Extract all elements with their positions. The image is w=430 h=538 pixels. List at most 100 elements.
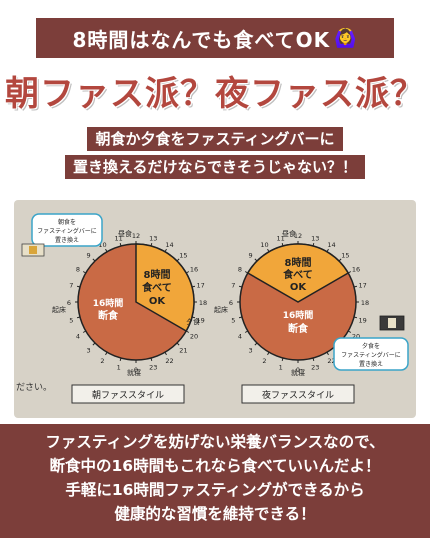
clock-number: 8	[76, 266, 80, 274]
right-bar-label-icon	[388, 318, 396, 328]
clock-tick	[191, 316, 196, 319]
clock-number: 23	[149, 364, 157, 372]
clock-number: 15	[341, 252, 349, 260]
bottom-line-3: 手軽に16時間ファスティングができるから	[65, 481, 365, 499]
clock-number: 21	[179, 346, 187, 354]
clock-number: 6	[229, 299, 233, 307]
clock-tick	[82, 271, 87, 274]
clock-number: 9	[249, 252, 253, 260]
clock-number: 23	[311, 364, 319, 372]
bottom-message: ファスティングを妨げない栄養バランスなので、 断食中の16時間もこれなら食べてい…	[0, 424, 430, 538]
clock-number: 6	[67, 299, 71, 307]
left-eat-label-1: 8時間	[144, 268, 171, 281]
clock-number: 17	[197, 282, 205, 290]
left-callout-2: ファスティングバーに	[37, 227, 97, 235]
clock-tick	[164, 351, 167, 356]
clock-number: 15	[179, 252, 187, 260]
left-clock-eat-area	[135, 243, 195, 333]
clock-number: 12	[132, 232, 140, 240]
clock-number: 16	[190, 266, 198, 274]
clock-tick	[254, 342, 258, 346]
clock-tick	[76, 316, 81, 319]
clock-tick	[92, 342, 96, 346]
right-eat-label-3: OK	[290, 282, 308, 293]
clock-number: 1	[279, 364, 283, 372]
right-callout-1: 夕食を	[362, 342, 380, 350]
right-wake-label: 起床	[214, 305, 228, 314]
right-callout-2: ファスティングバーに	[341, 351, 401, 359]
clock-number: 4	[76, 333, 80, 341]
clock-number: 2	[262, 357, 266, 365]
clock-tick	[353, 316, 358, 319]
clock-tick	[267, 248, 270, 253]
clock-number: 13	[311, 234, 319, 242]
right-footer-label: 夜ファススタイル	[262, 389, 334, 401]
clock-number: 3	[87, 346, 91, 354]
clock-number: 20	[352, 333, 360, 341]
clock-tick	[267, 351, 270, 356]
clock-tick	[185, 330, 190, 333]
subtitle-line-1: 朝食か夕食をファスティングバーに	[0, 126, 430, 152]
bottom-line-2: 断食中の16時間もこれなら食べていいんだよ！	[49, 457, 381, 475]
clock-tick	[105, 248, 108, 253]
clock-tick	[82, 330, 87, 333]
clock-number: 14	[165, 241, 173, 249]
right-fast-label-1: 16時間	[283, 309, 314, 321]
clock-number: 0	[134, 366, 138, 374]
left-callout-1: 朝食を	[58, 218, 76, 226]
left-bar-label-icon	[29, 246, 37, 254]
clock-tick	[76, 285, 81, 288]
clock-number: 20	[190, 333, 198, 341]
bottom-line-1: ファスティングを妨げない栄養バランスなので、	[45, 433, 385, 451]
clock-tick	[326, 248, 329, 253]
clock-number: 9	[87, 252, 91, 260]
clock-tick	[92, 258, 96, 262]
banner-text: 8時間はなんでも食べてOK	[72, 27, 331, 52]
clock-tick	[353, 285, 358, 288]
left-eat-label-2: 食べて	[141, 281, 172, 294]
clock-number: 5	[69, 316, 73, 324]
subtitle-line-2: 置き換えるだけならできそうじゃない？！	[0, 154, 430, 180]
clock-number: 2	[100, 357, 104, 365]
clock-tick	[150, 357, 153, 362]
clock-number: 17	[359, 282, 367, 290]
clock-tick	[176, 258, 180, 262]
clock-tick	[338, 258, 342, 262]
left-edge-text: ださい。	[16, 382, 52, 393]
clock-tick	[191, 285, 196, 288]
clock-number: 13	[149, 234, 157, 242]
left-footer-label: 朝ファススタイル	[92, 390, 164, 401]
fasting-clock-photo: ださい。 12 13 14 15 16 17 18 19 20 21 22 23 0 1 2 3 4 5 6 7 8 9 1…	[14, 200, 416, 418]
clock-number: 10	[98, 241, 106, 249]
right-sleep-label: 就寝	[291, 368, 305, 377]
left-fast-label-1: 16時間	[93, 297, 124, 309]
headline: 朝ファス派？夜ファス派？	[5, 74, 425, 114]
right-footer-box	[241, 384, 355, 404]
clock-number: 12	[294, 232, 302, 240]
clock-tick	[312, 357, 315, 362]
right-callout-3: 置き換え	[359, 360, 383, 368]
left-fast-label-2: 断食	[98, 309, 119, 322]
clock-tick	[347, 271, 352, 274]
clock-number: 7	[231, 282, 235, 290]
clock-tick	[164, 248, 167, 253]
clock-number: 18	[199, 299, 207, 307]
clock-tick	[119, 242, 122, 247]
left-sleep-label: 就寝	[127, 368, 141, 377]
clock-tick	[326, 351, 329, 356]
clock-number: 3	[249, 346, 253, 354]
clock-number: 14	[327, 241, 335, 249]
clock-tick	[119, 357, 122, 362]
clock-tick	[312, 242, 315, 247]
right-eat-label-1: 8時間	[285, 256, 312, 269]
clock-number: 7	[69, 282, 73, 290]
left-eat-label-3: OK	[149, 296, 167, 307]
clock-number: 10	[260, 241, 268, 249]
clock-number: 19	[359, 316, 367, 324]
clock-tick	[244, 330, 249, 333]
right-lunch-label: 昼食	[282, 229, 296, 238]
clock-tick	[105, 351, 108, 356]
